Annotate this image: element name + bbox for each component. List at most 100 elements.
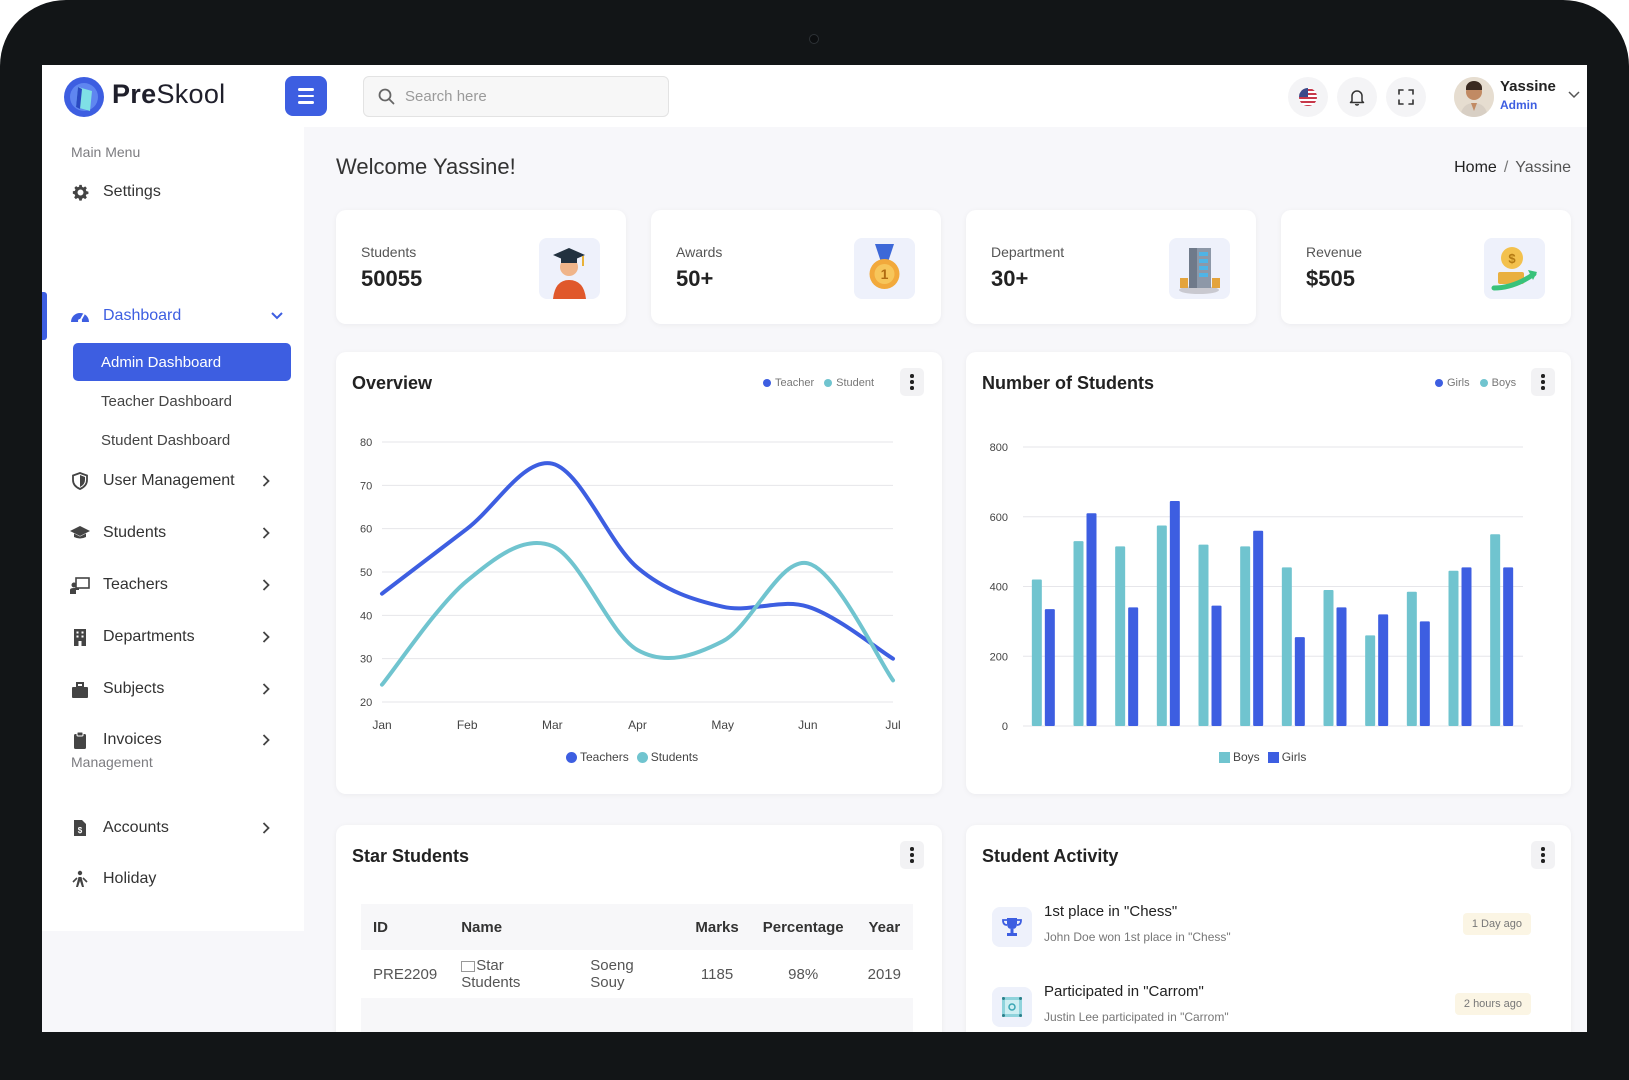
y-tick-label: 70	[360, 480, 372, 492]
legend-item-student[interactable]: Student	[824, 377, 874, 389]
bar-boys[interactable]	[1031, 579, 1042, 726]
bar-girls[interactable]	[1419, 621, 1430, 726]
activity-item[interactable]: Participated in "Carrom" Justin Lee part…	[982, 983, 1551, 1032]
bar-boys[interactable]	[1073, 541, 1084, 726]
bar-girls[interactable]	[1378, 614, 1389, 726]
students-legend-bottom: Boys Girls	[1219, 750, 1306, 764]
stat-card-students[interactable]: Students 50055	[336, 210, 626, 324]
bar-girls[interactable]	[1461, 567, 1472, 726]
stat-value: 30+	[991, 266, 1029, 291]
more-options-button[interactable]	[900, 841, 924, 869]
overview-legend-top: Teacher Student	[763, 377, 874, 389]
bar-girls[interactable]	[1336, 607, 1347, 726]
chevron-down-icon	[271, 312, 283, 320]
fullscreen-button[interactable]	[1386, 77, 1426, 117]
bar-boys[interactable]	[1406, 591, 1417, 726]
activity-description: Justin Lee participated in "Carrom"	[1044, 1010, 1229, 1024]
brand-name[interactable]: PreSkool	[112, 79, 226, 109]
x-tick-label: May	[711, 718, 734, 732]
camera-dot	[809, 34, 819, 44]
x-tick-label: Feb	[457, 718, 478, 732]
overview-line-chart: 20 30 40 50 60 70 80 Jan Feb Mar Apr May Jun Jul	[360, 437, 901, 732]
chevron-down-icon[interactable]	[1568, 91, 1580, 99]
sidebar-item-accounts[interactable]: $ Accounts	[42, 809, 304, 847]
column-header-name[interactable]: Name	[449, 904, 684, 950]
legend-item-teachers[interactable]: Teachers	[566, 750, 629, 764]
activity-item[interactable]: 1st place in "Chess" John Doe won 1st pl…	[982, 903, 1551, 973]
activity-title: 1st place in "Chess"	[1044, 903, 1178, 920]
more-options-button[interactable]	[900, 368, 924, 396]
user-name[interactable]: Yassine	[1500, 78, 1556, 95]
avatar[interactable]	[1454, 77, 1494, 117]
bar-girls[interactable]	[1294, 637, 1305, 726]
column-header-marks[interactable]: Marks	[683, 904, 751, 950]
bar-boys[interactable]	[1240, 546, 1251, 726]
sidebar-item-subjects[interactable]: Subjects	[42, 670, 304, 708]
language-flag-button[interactable]	[1288, 77, 1328, 117]
activity-title: Participated in "Carrom"	[1044, 983, 1204, 1000]
notifications-button[interactable]	[1337, 77, 1377, 117]
sidebar-sub-admin-dashboard[interactable]: Admin Dashboard	[73, 343, 291, 381]
column-header-year[interactable]: Year	[855, 904, 913, 950]
legend-item-boys[interactable]: Boys	[1479, 377, 1516, 389]
more-options-button[interactable]	[1531, 368, 1555, 396]
series-line-students[interactable]	[380, 540, 895, 687]
bell-icon	[1349, 90, 1365, 106]
legend-item-students[interactable]: Students	[636, 750, 698, 764]
x-tick-label: Jun	[798, 718, 817, 732]
chevron-right-icon	[262, 579, 270, 591]
column-header-percentage[interactable]: Percentage	[750, 904, 856, 950]
bar-girls[interactable]	[1086, 513, 1097, 726]
breadcrumb-home[interactable]: Home	[1454, 159, 1497, 176]
chevron-right-icon	[262, 631, 270, 643]
table-row[interactable]: PRE2209 Star Students Soeng Souy 1185 98…	[361, 950, 913, 998]
sidebar-item-teachers[interactable]: Teachers	[42, 566, 304, 604]
sidebar-toggle-button[interactable]	[285, 76, 327, 116]
bar-boys[interactable]	[1115, 546, 1126, 726]
more-options-button[interactable]	[1531, 841, 1555, 869]
sidebar-sub-teacher-dashboard[interactable]: Teacher Dashboard	[101, 392, 232, 410]
shield-icon	[70, 471, 90, 491]
sidebar-sub-student-dashboard[interactable]: Student Dashboard	[101, 431, 231, 449]
stat-card-awards[interactable]: Awards 50+ 1	[651, 210, 941, 324]
bar-boys[interactable]	[1365, 635, 1376, 726]
bar-girls[interactable]	[1211, 605, 1222, 726]
search-input[interactable]	[405, 88, 655, 105]
page-title: Welcome Yassine!	[336, 154, 516, 179]
card-title: Student Activity	[982, 846, 1119, 866]
bar-girls[interactable]	[1044, 609, 1055, 726]
bar-boys[interactable]	[1490, 534, 1501, 726]
bar-girls[interactable]	[1128, 607, 1139, 726]
legend-item-girls[interactable]: Girls	[1435, 377, 1470, 389]
students-legend-top: Girls Boys	[1435, 377, 1516, 389]
stat-value: 50055	[361, 266, 423, 291]
sidebar-item-holiday[interactable]: Holiday	[42, 860, 304, 898]
bar-girls[interactable]	[1503, 567, 1514, 726]
sidebar-item-students[interactable]: Students	[42, 514, 304, 552]
bar-boys[interactable]	[1156, 525, 1167, 726]
chevron-right-icon	[262, 527, 270, 539]
search-box[interactable]	[363, 76, 669, 117]
sidebar-item-departments[interactable]: Departments	[42, 618, 304, 656]
legend-item-teacher[interactable]: Teacher	[763, 377, 814, 389]
bar-girls[interactable]	[1253, 530, 1264, 726]
sidebar-item-invoices[interactable]: Invoices	[42, 721, 304, 759]
sidebar-item-dashboard[interactable]: Dashboard	[42, 297, 304, 335]
y-tick-label: 80	[360, 437, 372, 449]
series-line-teachers[interactable]	[380, 461, 895, 661]
table-row[interactable]	[361, 998, 913, 1032]
logo-icon[interactable]	[62, 75, 108, 119]
column-header-id[interactable]: ID	[361, 904, 450, 950]
bar-boys[interactable]	[1323, 589, 1334, 726]
sidebar-item-settings[interactable]: Settings	[42, 173, 304, 211]
legend-item-girls[interactable]: Girls	[1267, 750, 1306, 764]
bar-boys[interactable]	[1281, 567, 1292, 726]
legend-item-boys[interactable]: Boys	[1219, 750, 1260, 764]
bar-girls[interactable]	[1169, 501, 1180, 726]
stat-card-department[interactable]: Department 30+	[966, 210, 1256, 324]
search-icon	[378, 88, 395, 105]
sidebar-item-user-management[interactable]: User Management	[42, 462, 304, 500]
bar-boys[interactable]	[1448, 570, 1459, 726]
bar-boys[interactable]	[1198, 544, 1209, 726]
stat-card-revenue[interactable]: Revenue $505 $	[1281, 210, 1571, 324]
